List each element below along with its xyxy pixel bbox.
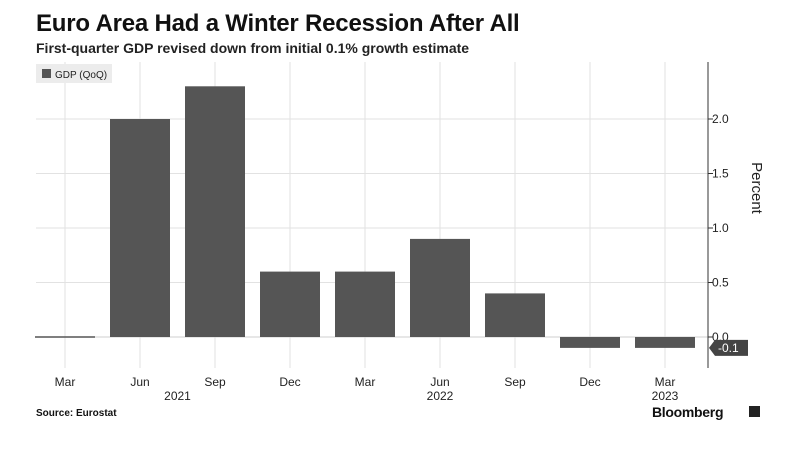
- last-value-label: -0.1: [718, 341, 739, 355]
- bar: [110, 119, 170, 337]
- bar: [635, 337, 695, 348]
- y-tick-label: 2.0: [712, 112, 729, 126]
- x-tick-label: Jun: [430, 375, 449, 389]
- bar: [185, 86, 245, 337]
- y-tick-label: 0.5: [712, 276, 729, 290]
- x-tick-label: Sep: [504, 375, 526, 389]
- y-tick-label: 1.5: [712, 167, 729, 181]
- chart-title: Euro Area Had a Winter Recession After A…: [36, 10, 520, 37]
- x-tick-label: Mar: [355, 375, 376, 389]
- last-value-tag: [709, 339, 748, 356]
- legend-label: GDP (QoQ): [55, 70, 107, 81]
- x-year-label: 2022: [427, 389, 454, 403]
- x-tick-label: Jun: [130, 375, 149, 389]
- x-tick-label: Mar: [55, 375, 76, 389]
- x-tick-label: Mar: [655, 375, 676, 389]
- bloomberg-mark-icon: [749, 406, 760, 417]
- x-tick-label: Dec: [279, 375, 300, 389]
- bars: [35, 86, 695, 348]
- bar: [260, 271, 320, 337]
- bar: [485, 293, 545, 337]
- x-year-label: 2023: [652, 389, 679, 403]
- y-axis-title: Percent: [748, 162, 765, 215]
- x-tick-label: Sep: [204, 375, 226, 389]
- y-tick-label: 1.0: [712, 221, 729, 235]
- legend-swatch: [42, 69, 51, 78]
- bar: [335, 271, 395, 337]
- bar: [560, 337, 620, 348]
- x-tick-label: Dec: [579, 375, 600, 389]
- chart-subtitle: First-quarter GDP revised down from init…: [36, 40, 470, 56]
- bar: [410, 238, 470, 337]
- legend-box: [36, 64, 112, 83]
- source-note: Source: Eurostat: [36, 408, 117, 419]
- legend: GDP (QoQ): [36, 64, 112, 83]
- bloomberg-logo: Bloomberg: [652, 404, 724, 420]
- x-year-label: 2021: [164, 389, 191, 403]
